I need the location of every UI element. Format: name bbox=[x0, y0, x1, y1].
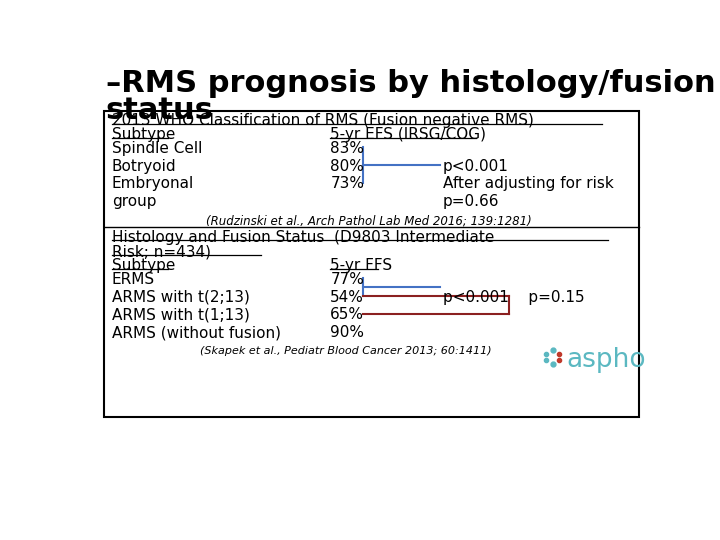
Text: ARMS with t(1;13): ARMS with t(1;13) bbox=[112, 307, 250, 322]
Text: 65%: 65% bbox=[330, 307, 364, 322]
Text: Spindle Cell: Spindle Cell bbox=[112, 141, 202, 156]
FancyBboxPatch shape bbox=[104, 111, 639, 417]
Text: ARMS with t(2;13): ARMS with t(2;13) bbox=[112, 289, 250, 305]
Text: aspho: aspho bbox=[567, 347, 647, 373]
Text: ERMS: ERMS bbox=[112, 272, 155, 287]
Text: Embryonal: Embryonal bbox=[112, 177, 194, 192]
Text: Risk; n=434): Risk; n=434) bbox=[112, 244, 211, 259]
Text: p<0.001: p<0.001 bbox=[443, 159, 508, 174]
Text: Botryoid: Botryoid bbox=[112, 159, 176, 174]
Text: 83%: 83% bbox=[330, 141, 364, 156]
Text: 5-yr FFS: 5-yr FFS bbox=[330, 258, 392, 273]
Text: group: group bbox=[112, 194, 156, 209]
Text: Histology and Fusion Status  (D9803 Intermediate: Histology and Fusion Status (D9803 Inter… bbox=[112, 230, 494, 245]
Text: p<0.001    p=0.15: p<0.001 p=0.15 bbox=[443, 289, 584, 305]
Text: Subtype: Subtype bbox=[112, 127, 175, 142]
Text: –RMS prognosis by histology/fusion: –RMS prognosis by histology/fusion bbox=[106, 69, 715, 98]
Text: 90%: 90% bbox=[330, 325, 364, 340]
Text: p=0.66: p=0.66 bbox=[443, 194, 499, 209]
Text: (Rudzinski et al., Arch Pathol Lab Med 2016; 139:1281): (Rudzinski et al., Arch Pathol Lab Med 2… bbox=[206, 214, 532, 227]
Text: (Skapek et al., Pediatr Blood Cancer 2013; 60:1411): (Skapek et al., Pediatr Blood Cancer 201… bbox=[200, 346, 492, 356]
Text: 5-yr EFS (IRSG/COG): 5-yr EFS (IRSG/COG) bbox=[330, 127, 486, 142]
Text: Subtype: Subtype bbox=[112, 258, 175, 273]
Text: 54%: 54% bbox=[330, 289, 364, 305]
Text: 73%: 73% bbox=[330, 177, 364, 192]
Text: status: status bbox=[106, 96, 213, 125]
Text: 80%: 80% bbox=[330, 159, 364, 174]
Text: After adjusting for risk: After adjusting for risk bbox=[443, 177, 613, 192]
Text: 2013 WHO Classification of RMS (Fusion negative RMS): 2013 WHO Classification of RMS (Fusion n… bbox=[112, 113, 534, 129]
Text: ARMS (without fusion): ARMS (without fusion) bbox=[112, 325, 281, 340]
Text: 77%: 77% bbox=[330, 272, 364, 287]
